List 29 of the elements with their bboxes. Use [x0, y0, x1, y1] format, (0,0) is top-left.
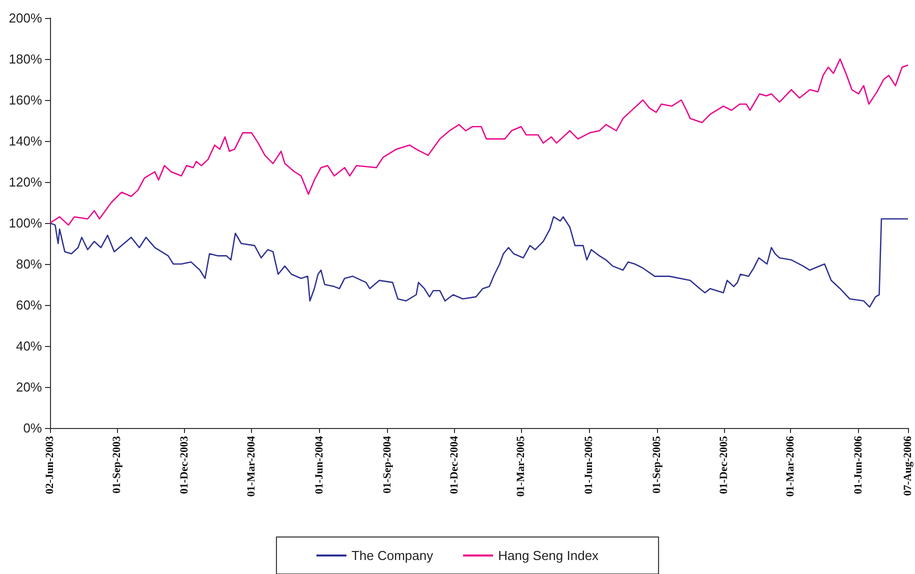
- x-tick-label: 01-Sep-2005: [650, 436, 663, 494]
- x-tick-label: 02-Jun-2003: [44, 436, 56, 494]
- legend-label: The Company: [351, 548, 434, 563]
- line-series: [49, 58, 909, 226]
- x-tick-label: 01-Jun-2004: [314, 436, 326, 494]
- x-tick-label: 01-Jun-2006: [852, 436, 865, 494]
- y-tick-label: 100%: [8, 216, 42, 230]
- y-tick-label: 0%: [23, 420, 42, 436]
- y-tick-label: 80%: [16, 256, 42, 272]
- x-tick-label: 01-Sep-2003: [111, 436, 124, 494]
- x-tick-label: 01-Dec-2005: [718, 436, 730, 494]
- x-tick-label: 01-Mar-2004: [246, 436, 258, 497]
- x-tick-label: 07-Aug-2006: [902, 436, 914, 496]
- x-tick-label: 01-Mar-2006: [784, 436, 797, 497]
- y-tick-label: 180%: [8, 52, 42, 66]
- x-tick-label: 01-Dec-2003: [178, 436, 190, 494]
- y-tick-label: 20%: [16, 380, 42, 394]
- y-tick-label: 120%: [8, 174, 42, 190]
- y-tick-label: 60%: [16, 298, 42, 312]
- x-tick-label: 01-Dec-2004: [448, 436, 461, 494]
- y-tick-label: 40%: [16, 338, 42, 354]
- x-tick-label: 01-Sep-2004: [381, 436, 394, 494]
- y-tick-label: 200%: [8, 10, 42, 26]
- x-tick-label: 01-Jun-2005: [583, 436, 596, 494]
- legend-label: Hang Seng Index: [498, 548, 600, 563]
- x-tick-label: 01-Mar-2005: [515, 436, 528, 497]
- line-series: [49, 216, 909, 308]
- y-tick-label: 160%: [8, 92, 42, 108]
- y-tick-label: 140%: [8, 134, 42, 148]
